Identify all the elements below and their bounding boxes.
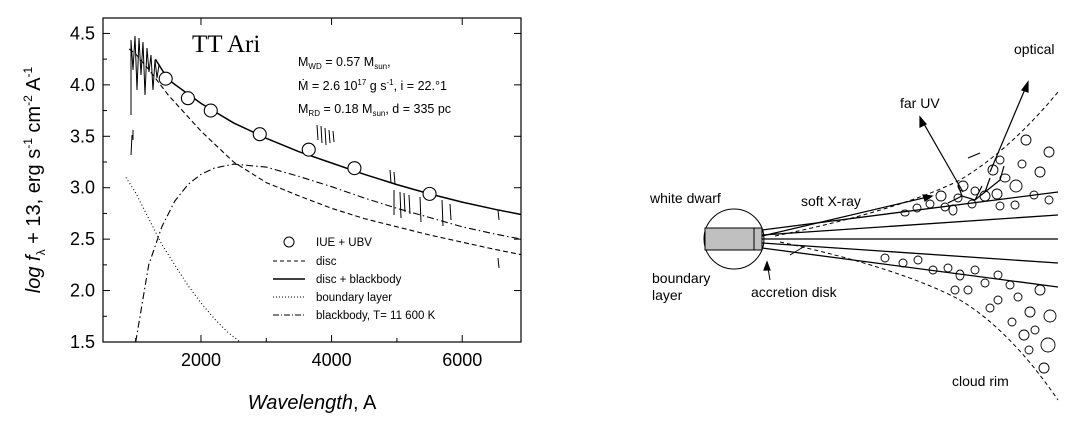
data-point-iue (158, 71, 173, 86)
radiation-arrows (761, 80, 1029, 281)
boundary-layer-cap (753, 227, 763, 251)
x-tick-label: 6000 (442, 350, 482, 370)
xray-arrow (761, 195, 933, 237)
legend-marker-iue (283, 236, 295, 248)
label-white-dwarf: white dwarf (649, 190, 721, 206)
param-line-1: MWD = 0.57 Msun, (298, 55, 391, 71)
legend-label-iue: IUE + UBV (316, 237, 372, 249)
label-cloud-rim: cloud rim (952, 373, 1009, 389)
label-accretion-disk: accretion disk (751, 284, 838, 300)
clouds-upper (900, 134, 1055, 217)
label-soft-xray: soft X-ray (801, 193, 861, 209)
param-line-3: MRD = 0.18 Msun, d = 335 pc (298, 102, 451, 118)
label-layer: layer (652, 287, 683, 303)
plot-frame (102, 17, 522, 343)
y-tick-label: 2.5 (70, 229, 95, 249)
label-optical: optical (1014, 41, 1054, 57)
series-dotted (125, 177, 241, 343)
far-uv-arrow (919, 116, 964, 193)
series-dashdot (135, 163, 522, 343)
y-tick-label: 4.5 (70, 23, 95, 43)
diagram-labels: white dwarf boundary layer accretion dis… (649, 41, 1054, 389)
x-tick-label: 4000 (312, 350, 352, 370)
accretion-diagram: white dwarf boundary layer accretion dis… (649, 41, 1059, 401)
optical-arrow (989, 81, 1029, 173)
data-point-iue (347, 161, 362, 176)
series-solid (154, 58, 522, 216)
y-tick-label: 3.5 (70, 126, 95, 146)
y-axis-label: log fλ + 13, erg s-1 cm-2 A-1 (21, 66, 48, 293)
absorption-lines (130, 35, 500, 269)
x-axis-label: Wavelength, A (248, 392, 377, 414)
params-block: MWD = 0.57 Msun, Ṁ = 2.6 1017 g s-1, i =… (298, 55, 451, 118)
y-tick-label: 4.0 (70, 75, 95, 95)
cloud-rim-curves (774, 91, 1059, 401)
disk-lines (761, 191, 1059, 288)
data-point-iue (203, 103, 218, 118)
legend-label-disc: disc (316, 256, 337, 268)
label-far-uv: far UV (900, 95, 940, 111)
legend-label-discbb: disc + blackbody (316, 274, 402, 286)
legend-label-bl: boundary layer (316, 292, 392, 304)
y-tick-label: 1.5 (70, 332, 95, 352)
series-dashed (128, 48, 522, 256)
data-point-iue (422, 186, 437, 201)
clouds-lower (880, 253, 1057, 374)
y-ticks: 1.5 2.0 2.5 3.0 3.5 4.0 4.5 (70, 23, 521, 352)
data-point-iue (180, 91, 195, 106)
chart-title: TT Ari (192, 31, 260, 58)
param-line-2: Ṁ = 2.6 1017 g s-1, i = 22.°1 (298, 78, 447, 93)
data-point-iue (301, 142, 316, 157)
spectrum-chart: 2000 4000 6000 1.5 2.0 2.5 3.0 3.5 4.0 4.5 TT Ar… (21, 17, 522, 414)
y-tick-label: 2.0 (70, 281, 95, 301)
y-tick-label: 3.0 (70, 178, 95, 198)
legend-label-bb: blackbody, T= 11 600 K (316, 310, 436, 322)
data-point-iue (252, 127, 267, 142)
boundary-layer-band (704, 227, 763, 251)
legend: IUE + UBV disc disc + blackbody boundary… (273, 236, 436, 322)
series-layer (125, 48, 522, 343)
x-tick-label: 2000 (181, 350, 221, 370)
label-boundary: boundary (652, 270, 710, 286)
